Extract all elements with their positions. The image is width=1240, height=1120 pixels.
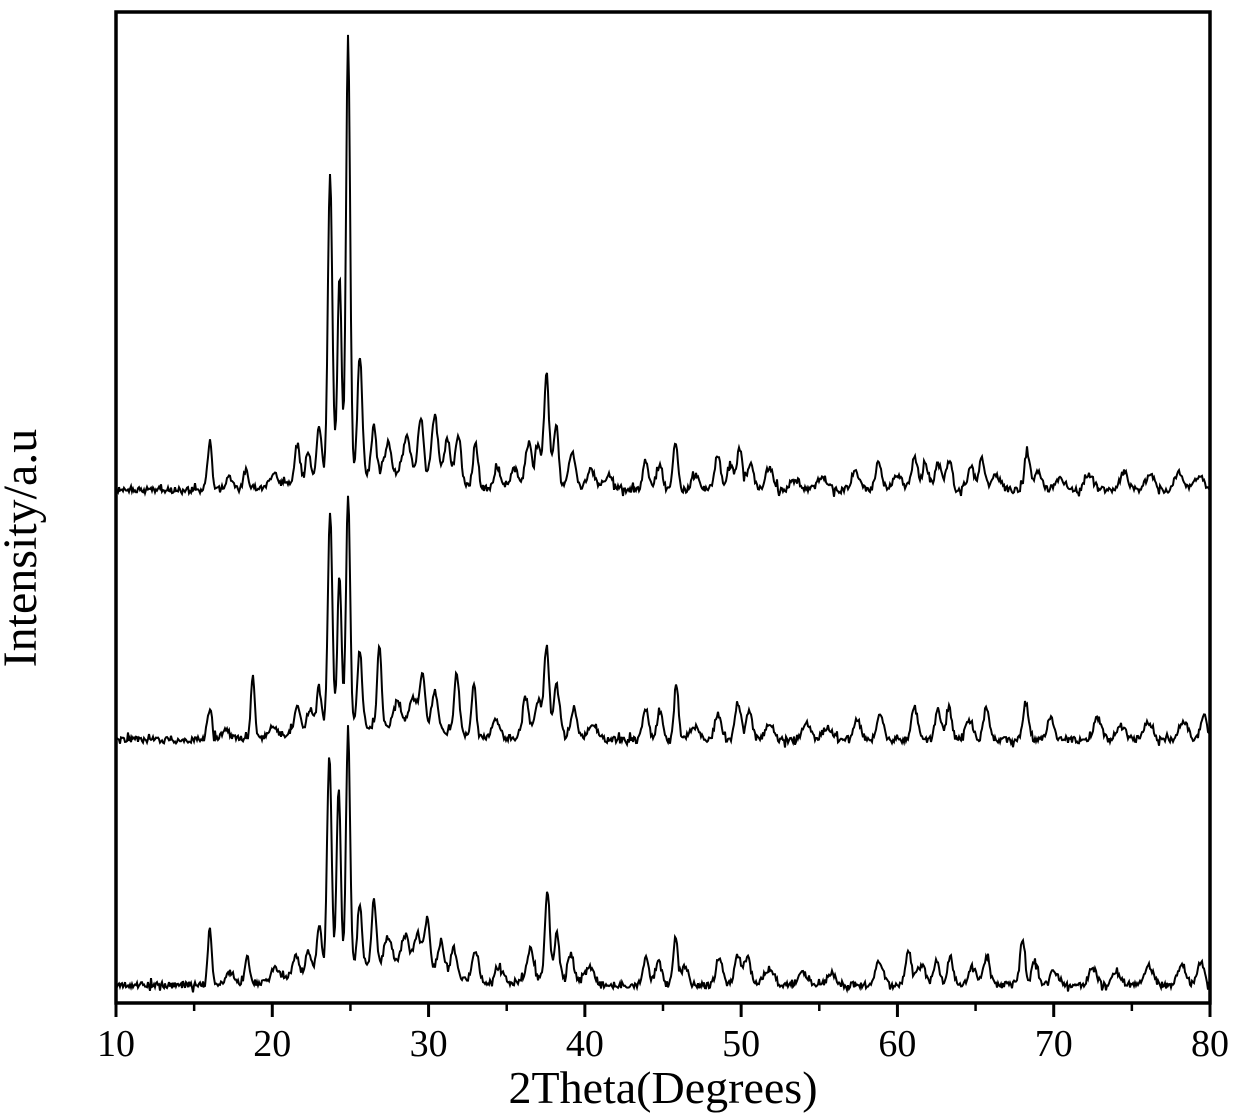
x-tick-label: 40 bbox=[566, 1023, 604, 1065]
plot-border bbox=[114, 10, 1212, 1005]
x-tick-label: 50 bbox=[722, 1023, 760, 1065]
x-tick-label: 20 bbox=[253, 1023, 291, 1065]
y-axis-title: Intensity/a.u bbox=[0, 429, 47, 668]
x-axis-ticks bbox=[114, 1003, 1212, 1017]
xrd-traces bbox=[115, 34, 1211, 994]
xrd-trace-bottom-pattern bbox=[115, 725, 1211, 994]
x-tick-label: 80 bbox=[1191, 1023, 1229, 1065]
x-tick-label: 60 bbox=[878, 1023, 916, 1065]
xrd-trace-top-pattern bbox=[115, 34, 1211, 497]
x-axis-title: 2Theta(Degrees) bbox=[508, 1062, 817, 1113]
x-tick-label: 10 bbox=[97, 1023, 135, 1065]
x-axis-tick-labels: 10 20 30 40 50 60 70 80 bbox=[97, 1023, 1229, 1065]
xrd-trace-middle-pattern bbox=[115, 495, 1211, 748]
x-tick-label: 70 bbox=[1035, 1023, 1073, 1065]
x-tick-label: 30 bbox=[410, 1023, 448, 1065]
